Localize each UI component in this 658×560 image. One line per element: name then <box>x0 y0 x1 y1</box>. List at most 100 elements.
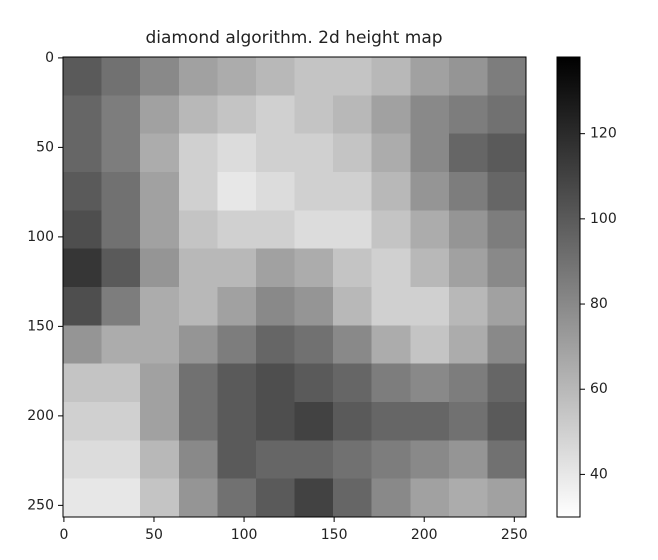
heat-cell <box>487 440 527 480</box>
heat-cell <box>333 172 373 211</box>
heat-cell <box>101 133 141 173</box>
heat-cell <box>410 95 450 135</box>
heat-cell <box>448 248 488 288</box>
heat-cell <box>294 133 334 173</box>
heat-cell <box>448 172 488 211</box>
heat-cell <box>140 172 180 211</box>
heat-cell <box>448 57 488 96</box>
heat-cell <box>371 57 411 96</box>
heat-cell <box>371 287 411 326</box>
heat-cell <box>63 325 103 365</box>
heat-cell <box>101 363 141 403</box>
heat-cell <box>487 172 527 211</box>
heat-cell <box>63 478 103 518</box>
heat-cell <box>371 95 411 135</box>
heat-cell <box>333 402 373 441</box>
heat-cell <box>178 210 218 250</box>
heat-cell <box>255 133 295 173</box>
heat-cell <box>140 402 180 441</box>
heat-cell <box>217 57 257 96</box>
heat-cell <box>294 172 334 211</box>
heat-cell <box>178 440 218 480</box>
heat-cell <box>410 478 450 518</box>
heat-cell <box>448 287 488 326</box>
heat-cell <box>63 402 103 441</box>
heat-cell <box>101 95 141 135</box>
axes-frame <box>62 56 527 518</box>
heat-cell <box>487 363 527 403</box>
heat-cell <box>448 133 488 173</box>
heat-cell <box>371 478 411 518</box>
heat-cell <box>101 287 141 326</box>
y-tick-label: 200 <box>27 408 54 424</box>
heat-cell <box>178 402 218 441</box>
heat-cell <box>333 57 373 96</box>
heat-cell <box>410 172 450 211</box>
heat-cell <box>371 172 411 211</box>
heat-cell <box>294 402 334 441</box>
heat-cell <box>217 133 257 173</box>
x-tick-label: 150 <box>321 527 348 543</box>
chart-title: diamond algorithm. 2d height map <box>145 28 442 48</box>
colorbar-tick-label: 100 <box>590 211 617 227</box>
heat-cell <box>63 440 103 480</box>
x-tick-label: 250 <box>501 527 528 543</box>
heat-cell <box>178 95 218 135</box>
heat-cell <box>333 95 373 135</box>
heat-cell <box>101 172 141 211</box>
heat-cell <box>487 210 527 250</box>
heat-cell <box>63 363 103 403</box>
heat-cell <box>101 248 141 288</box>
heat-cell <box>487 325 527 365</box>
heat-cell <box>371 363 411 403</box>
x-tick-label: 100 <box>231 527 258 543</box>
heat-cell <box>294 363 334 403</box>
heat-cell <box>140 325 180 365</box>
heat-cell <box>217 210 257 250</box>
heat-cell <box>178 478 218 518</box>
heat-cell <box>217 95 257 135</box>
heat-cell <box>410 363 450 403</box>
heat-cell <box>178 248 218 288</box>
x-tick-label: 0 <box>59 527 68 543</box>
x-tick-label: 50 <box>145 527 163 543</box>
heat-cell <box>178 287 218 326</box>
heat-cell <box>178 325 218 365</box>
heat-cell <box>217 363 257 403</box>
heat-cell <box>487 248 527 288</box>
heat-cell <box>255 95 295 135</box>
heat-cell <box>294 325 334 365</box>
heat-cell <box>333 248 373 288</box>
heat-cell <box>448 363 488 403</box>
heat-cell <box>217 478 257 518</box>
heat-cell <box>140 248 180 288</box>
heat-cell <box>294 57 334 96</box>
heat-cell <box>217 440 257 480</box>
heat-cell <box>140 287 180 326</box>
heat-cell <box>178 133 218 173</box>
heat-cell <box>63 210 103 250</box>
heat-cell <box>410 248 450 288</box>
heat-cell <box>255 172 295 211</box>
heat-cell <box>63 172 103 211</box>
heat-cell <box>333 210 373 250</box>
heat-cell <box>410 402 450 441</box>
heat-cell <box>178 172 218 211</box>
heat-cell <box>101 478 141 518</box>
heat-cell <box>101 440 141 480</box>
heat-cell <box>255 363 295 403</box>
heat-cell <box>178 363 218 403</box>
heat-cell <box>255 325 295 365</box>
heat-cell <box>448 440 488 480</box>
heat-cell <box>333 478 373 518</box>
heat-cell <box>487 133 527 173</box>
heat-cell <box>63 287 103 326</box>
heat-cell <box>255 248 295 288</box>
heat-cell <box>217 172 257 211</box>
heat-cell <box>333 363 373 403</box>
heat-cell <box>101 325 141 365</box>
heat-cell <box>333 287 373 326</box>
heat-cell <box>487 402 527 441</box>
heat-cell <box>410 440 450 480</box>
heat-cell <box>255 210 295 250</box>
